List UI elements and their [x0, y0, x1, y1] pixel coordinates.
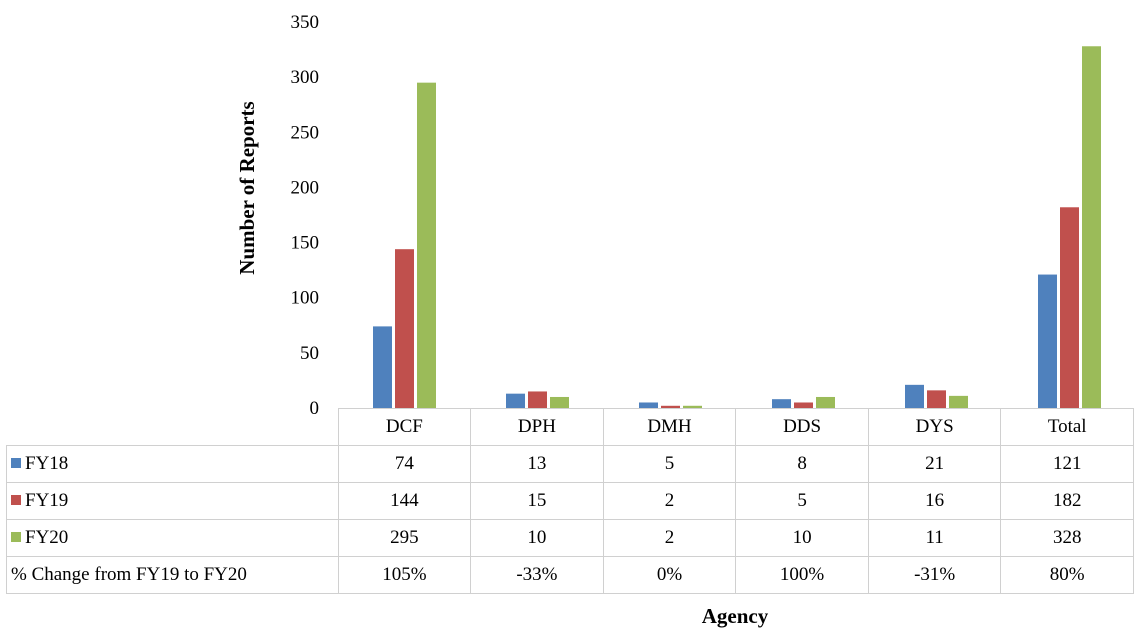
- bar-fy18-dds: [772, 399, 791, 408]
- bar-fy19-total: [1060, 207, 1079, 408]
- y-tick-label: 200: [291, 177, 320, 198]
- series-label: FY19: [6, 482, 339, 520]
- table-cell: 16: [867, 482, 1002, 520]
- table-cell: 0%: [602, 556, 737, 594]
- table-cell: 13: [470, 445, 604, 483]
- table-cell: 2: [602, 519, 737, 557]
- y-tick-label: 50: [300, 343, 319, 364]
- series-name: FY19: [25, 490, 69, 511]
- table-cell: 5: [735, 482, 869, 520]
- table-cell: 10: [735, 519, 869, 557]
- table-cell: 295: [337, 519, 472, 557]
- table-cell: 74: [337, 445, 472, 483]
- series-name: FY18: [25, 453, 69, 474]
- bar-fy18-dmh: [639, 402, 658, 408]
- category-label: DDS: [735, 408, 869, 446]
- y-tick-label: 100: [291, 288, 320, 309]
- bar-fy20-dcf: [417, 82, 436, 409]
- category-label: DYS: [867, 408, 1002, 446]
- bar-fy18-total: [1038, 274, 1057, 408]
- category-label: Total: [1000, 408, 1134, 446]
- table-cell: 328: [1000, 519, 1134, 557]
- x-axis-title: Agency: [701, 604, 769, 628]
- table-cell: 182: [1000, 482, 1134, 520]
- legend-key: [11, 532, 21, 542]
- series-label: FY18: [6, 445, 339, 483]
- table-cell: 11: [867, 519, 1002, 557]
- table-cell: 2: [602, 482, 737, 520]
- bar-fy20-dds: [816, 396, 835, 408]
- table-cell: 144: [337, 482, 472, 520]
- y-tick-label: 0: [310, 398, 320, 419]
- table-row: % Change from FY19 to FY20 105% -33% 0% 100%…: [6, 556, 1134, 594]
- table-row: FY18 74 13 5 8 21 121: [6, 445, 1134, 483]
- category-label: DPH: [470, 408, 604, 446]
- legend-key: [11, 458, 21, 468]
- table-cell: 121: [1000, 445, 1134, 483]
- table-cell: 100%: [735, 556, 869, 594]
- table-cell: 10: [470, 519, 604, 557]
- legend-key: [11, 495, 21, 505]
- series-label: FY20: [6, 519, 339, 557]
- bar-fy19-dph: [528, 391, 547, 408]
- table-header-row: DCF DPH DMH DDS DYS Total: [7, 408, 1134, 446]
- change-row-label: % Change from FY19 to FY20: [6, 556, 339, 594]
- bar-fy18-dcf: [373, 326, 392, 408]
- bar-fy19-dys: [927, 390, 946, 408]
- table-cell: 105%: [337, 556, 472, 594]
- table-cell: -31%: [867, 556, 1002, 594]
- bar-fy19-dmh: [661, 405, 680, 408]
- bar-fy20-dys: [949, 395, 968, 408]
- bar-fy19-dcf: [395, 249, 414, 408]
- bar-fy20-dph: [550, 396, 569, 408]
- category-label: DCF: [337, 408, 472, 446]
- series-name: FY20: [25, 527, 69, 548]
- y-tick-label: 250: [291, 122, 320, 143]
- table-cell: 21: [867, 445, 1002, 483]
- y-axis-title: Number of Reports: [235, 101, 259, 274]
- y-axis: 0 50 100 150 200 250 300 350: [291, 12, 320, 419]
- category-label: DMH: [602, 408, 737, 446]
- data-table: DCF DPH DMH DDS DYS Total FY18 74 13 5 8 21 121 FY19 1…: [6, 408, 1134, 594]
- bar-fy18-dph: [506, 393, 525, 408]
- table-cell: -33%: [470, 556, 604, 594]
- bar-fy18-dys: [905, 384, 924, 408]
- table-corner: [7, 409, 339, 446]
- table-row: FY19 144 15 2 5 16 182: [6, 482, 1134, 520]
- table-cell: 5: [602, 445, 737, 483]
- table-cell: 8: [735, 445, 869, 483]
- bar-fy19-dds: [794, 402, 813, 408]
- table-cell: 80%: [1000, 556, 1134, 594]
- y-tick-label: 300: [291, 67, 320, 88]
- bar-fy20-dmh: [683, 405, 702, 408]
- bar-fy20-total: [1082, 46, 1101, 409]
- table-row: FY20 295 10 2 10 11 328: [6, 519, 1134, 557]
- y-tick-label: 350: [291, 12, 320, 33]
- table-cell: 15: [470, 482, 604, 520]
- y-tick-label: 150: [291, 233, 320, 254]
- bars-group: [373, 46, 1101, 409]
